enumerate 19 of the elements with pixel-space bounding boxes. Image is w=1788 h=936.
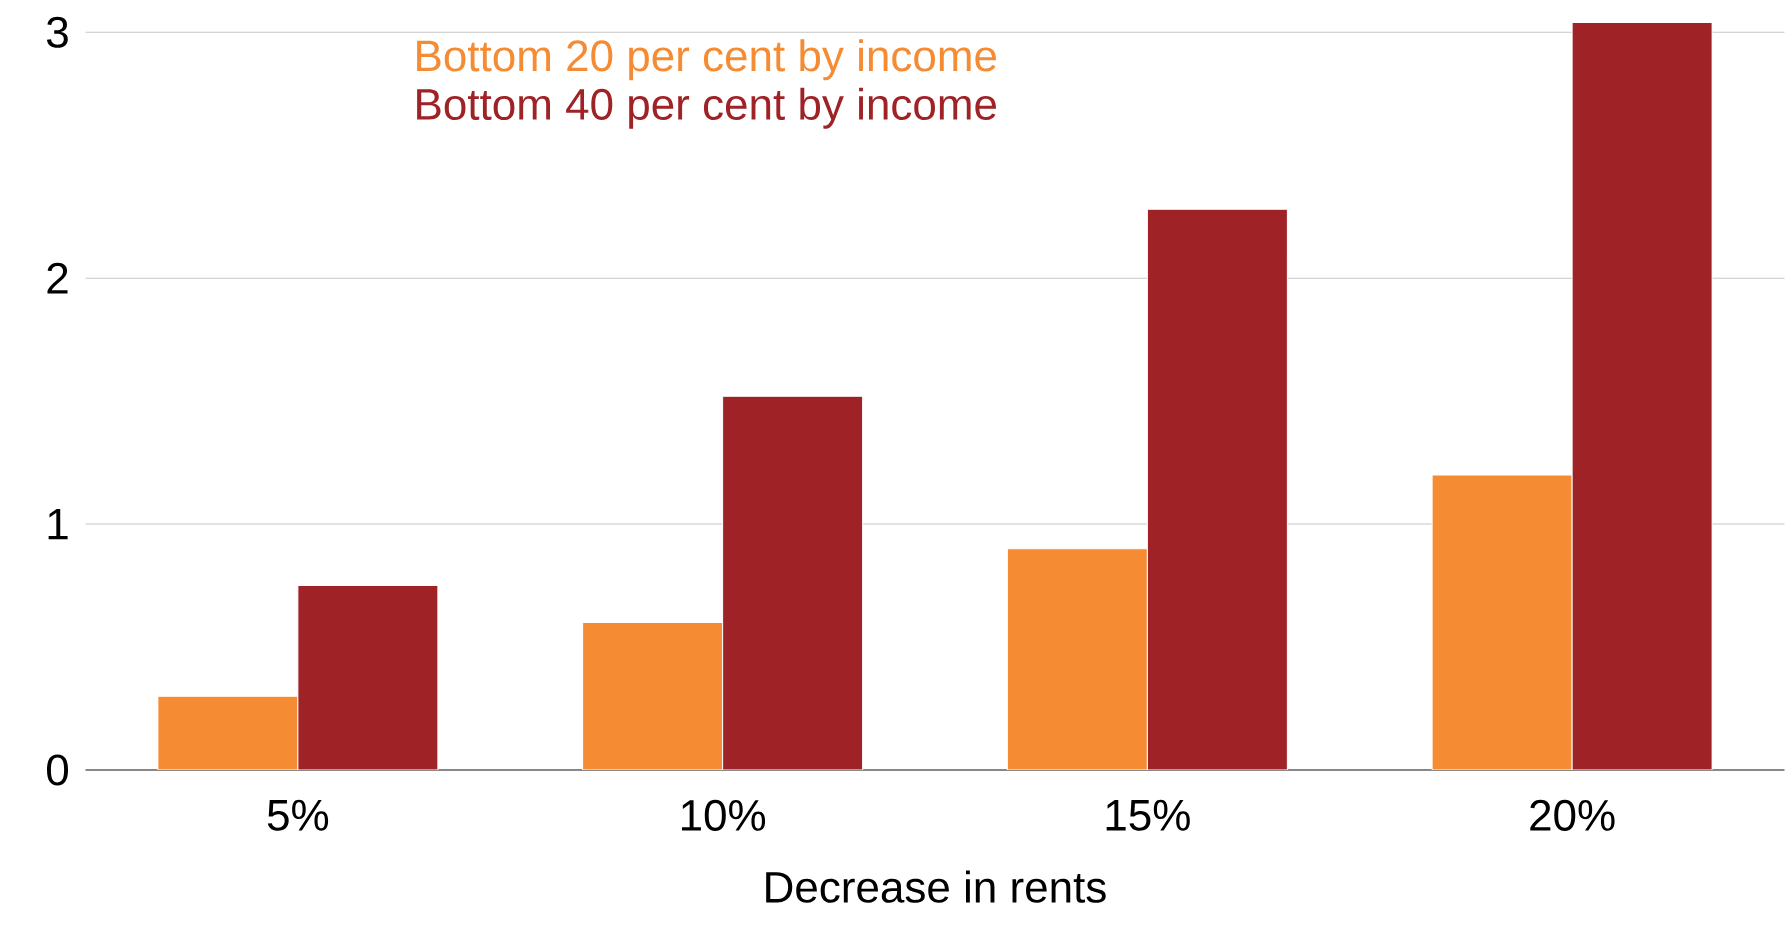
bar [1571, 21, 1713, 770]
x-tick-label: 10% [681, 799, 766, 831]
bar [1146, 208, 1288, 770]
text: Bottom 20 per cent by income [417, 39, 997, 81]
x-tick-label: 20% [1530, 799, 1615, 831]
bar [1431, 474, 1573, 770]
text: Bottom 40 per cent by income [417, 87, 997, 129]
x-tick-label: 15% [1106, 799, 1190, 831]
bar [297, 585, 439, 770]
bar [582, 621, 724, 770]
bar [722, 395, 864, 770]
x-tick-label: 5% [267, 799, 329, 831]
y-tick-label: 1 [48, 508, 68, 540]
y-tick-label: 2 [47, 262, 68, 294]
x-axis-title: Decrease in rents [766, 870, 1106, 903]
bar [157, 695, 299, 770]
bar [1006, 548, 1148, 770]
y-tick-label: 3 [46, 16, 68, 48]
y-tick-label: 0 [47, 754, 69, 786]
